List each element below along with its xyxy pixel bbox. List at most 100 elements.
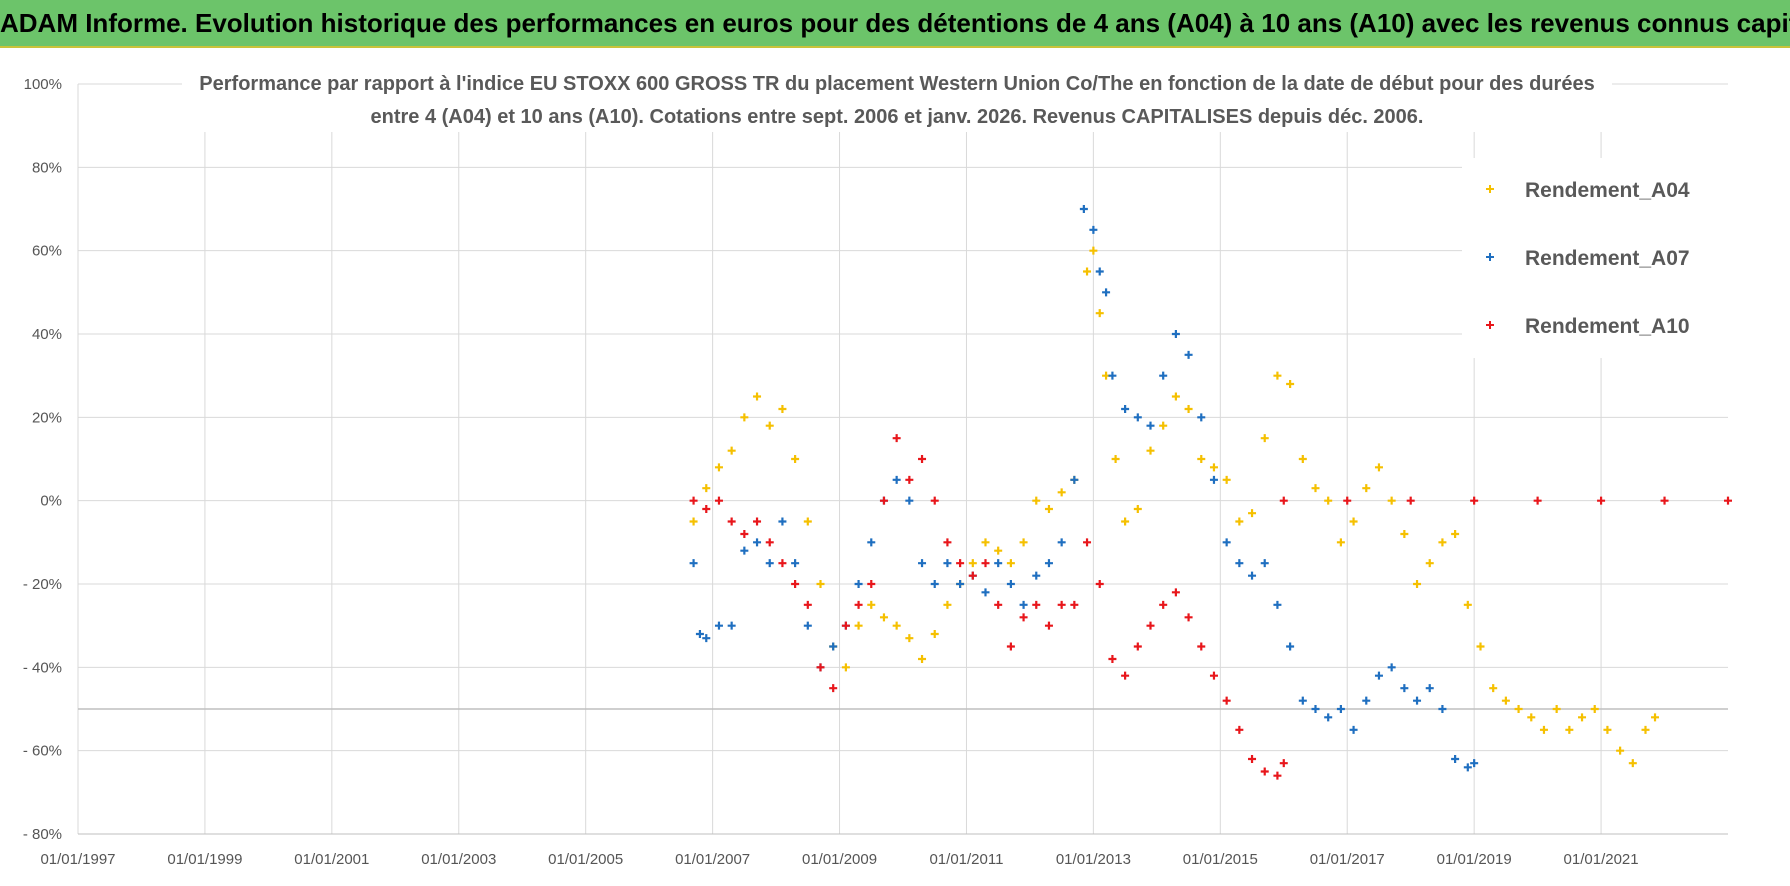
data-point [1044,505,1053,513]
data-point [1095,267,1104,276]
data-point [1083,267,1092,276]
data-point [1006,580,1015,588]
data-point [829,642,838,651]
data-point [1387,496,1396,505]
data-point [1406,496,1415,505]
data-point [1032,571,1041,580]
data-point [753,517,762,526]
series-Rendement_A07 [689,205,1479,772]
data-point [727,621,736,630]
data-point [1438,538,1447,547]
data-point [1032,496,1041,505]
data-point [727,446,736,455]
data-point [1089,246,1098,255]
data-point [1209,475,1218,484]
data-point [740,413,749,422]
header-banner: ADAM Informe. Evolution historique des p… [0,0,1790,48]
data-point [1476,642,1485,651]
chart: 100% 80% 60% 40% 20% 0% - 20% - 40% - 60% - 80% 0… [23,66,1732,868]
series-Rendement_A04 [689,246,1660,768]
data-point [1286,642,1295,651]
data-point [1362,696,1371,705]
data-point [1616,746,1625,755]
data-point [1597,496,1606,505]
data-point [943,600,952,609]
data-point [816,580,825,588]
data-point [1311,484,1320,493]
legend-label: Rendement_A04 [1525,179,1690,202]
data-point [1501,696,1510,705]
data-point [867,600,876,609]
x-tick-label: 01/01/2021 [1564,851,1639,868]
data-point [905,475,914,484]
data-point [765,538,774,547]
data-point [867,538,876,547]
data-point [689,517,698,526]
y-tick-label: 100% [24,76,62,93]
data-point [879,496,888,505]
data-point [930,630,939,638]
data-point [1248,755,1257,763]
data-point [1159,371,1168,380]
data-point [1070,600,1079,609]
data-point [1470,759,1479,768]
data-point [918,655,927,663]
data-point [1083,538,1092,547]
data-point [1171,392,1180,401]
data-point [765,559,774,568]
data-point [702,484,711,493]
data-point [1324,713,1333,722]
data-point [1095,580,1104,588]
y-tick-label: - 60% [23,743,62,760]
data-point [1298,696,1307,705]
data-point [1578,713,1587,722]
data-point [1184,613,1193,622]
y-tick-label: 80% [32,159,62,176]
data-point [956,559,965,568]
y-tick-label: - 80% [23,826,62,843]
y-tick-label: 40% [32,326,62,343]
data-point [778,559,787,568]
data-point [879,613,888,622]
data-point [981,588,990,597]
data-point [1527,713,1536,722]
data-point [1159,600,1168,609]
data-point [918,559,927,568]
data-point [1349,517,1358,526]
legend-marker [1486,321,1494,329]
data-point [1260,767,1269,776]
data-point [791,580,800,588]
data-point [1108,655,1117,663]
data-point [1641,725,1650,734]
data-point [1235,517,1244,526]
data-point [1184,405,1193,413]
x-axis-ticks: 01/01/1997 01/01/1999 01/01/2001 01/01/2003… [40,851,1638,868]
x-tick-label: 01/01/2005 [548,851,623,868]
data-point [854,621,863,630]
data-point [1019,538,1028,547]
data-point [1044,559,1053,568]
data-point [1413,580,1422,588]
data-point [1400,684,1409,693]
data-point [943,559,952,568]
data-point [816,663,825,672]
data-point [1197,455,1206,463]
data-point [1463,600,1472,609]
x-tick-label: 01/01/1999 [167,851,242,868]
data-point [1336,538,1345,547]
data-point [1628,759,1637,768]
data-point [1019,600,1028,609]
legend-marker [1486,253,1494,261]
data-point [930,580,939,588]
data-point [1343,496,1352,505]
data-point [778,405,787,413]
data-point [1019,613,1028,622]
data-point [1286,380,1295,388]
data-point [968,571,977,580]
data-point [1089,225,1098,234]
chart-title-line2: entre 4 (A04) et 10 ans (A10). Cotations… [371,106,1424,128]
data-point [1279,759,1288,768]
data-point [1438,705,1447,713]
data-point [1336,705,1345,713]
data-point [791,559,800,568]
